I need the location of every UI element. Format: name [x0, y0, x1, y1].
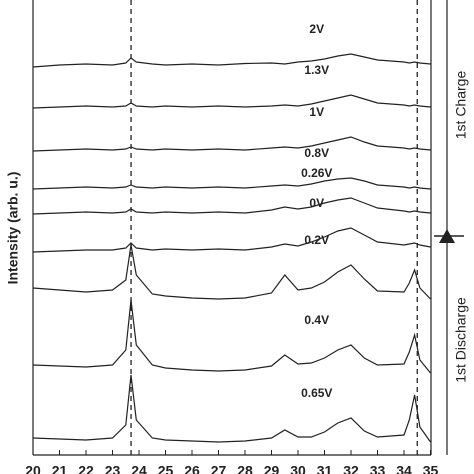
x-tick-label: 32	[343, 463, 359, 474]
side-label: 1st Discharge	[453, 297, 469, 383]
x-tick-label: 29	[264, 463, 280, 474]
spectrum-line	[32, 244, 431, 300]
spectrum-line	[32, 94, 431, 109]
x-tick-label: 28	[237, 463, 253, 474]
spectrum-line	[32, 197, 431, 215]
x-tick-label: 31	[317, 463, 333, 474]
curve-label: 1.3V	[304, 63, 329, 77]
x-tick-label: 35	[423, 463, 439, 474]
x-tick-label: 34	[396, 463, 412, 474]
curve-label: 2V	[309, 22, 324, 36]
x-tick-label: 25	[158, 463, 174, 474]
y-axis-label: Intensity (arb. u.)	[5, 172, 21, 285]
curve-label: 0.4V	[304, 313, 329, 327]
x-tick-label: 24	[131, 463, 147, 474]
curve-label: 0.26V	[301, 166, 332, 180]
curve-label: 0.8V	[304, 146, 329, 160]
spectrum-line	[32, 177, 431, 190]
arrow-head	[439, 229, 455, 243]
curve-label: 1V	[309, 105, 324, 119]
curve-label: 0V	[309, 196, 324, 210]
spectrum-line	[32, 374, 431, 443]
x-tick-label: 23	[105, 463, 121, 474]
spectrum-line	[32, 136, 431, 152]
x-tick-label: 30	[290, 463, 306, 474]
x-tick-label: 21	[52, 463, 68, 474]
spectrum-line	[32, 53, 431, 68]
x-tick-label: 22	[78, 463, 94, 474]
spectrum-line	[32, 299, 431, 374]
x-tick-label: 26	[184, 463, 200, 474]
side-label: 1st Charge	[453, 71, 469, 140]
x-tick-label: 20	[25, 463, 41, 474]
x-tick-label: 27	[211, 463, 227, 474]
curve-label: 0.65V	[301, 386, 332, 400]
curve-label: 0.2V	[304, 233, 329, 247]
spectrum-line	[32, 227, 431, 253]
x-tick-label: 33	[370, 463, 386, 474]
